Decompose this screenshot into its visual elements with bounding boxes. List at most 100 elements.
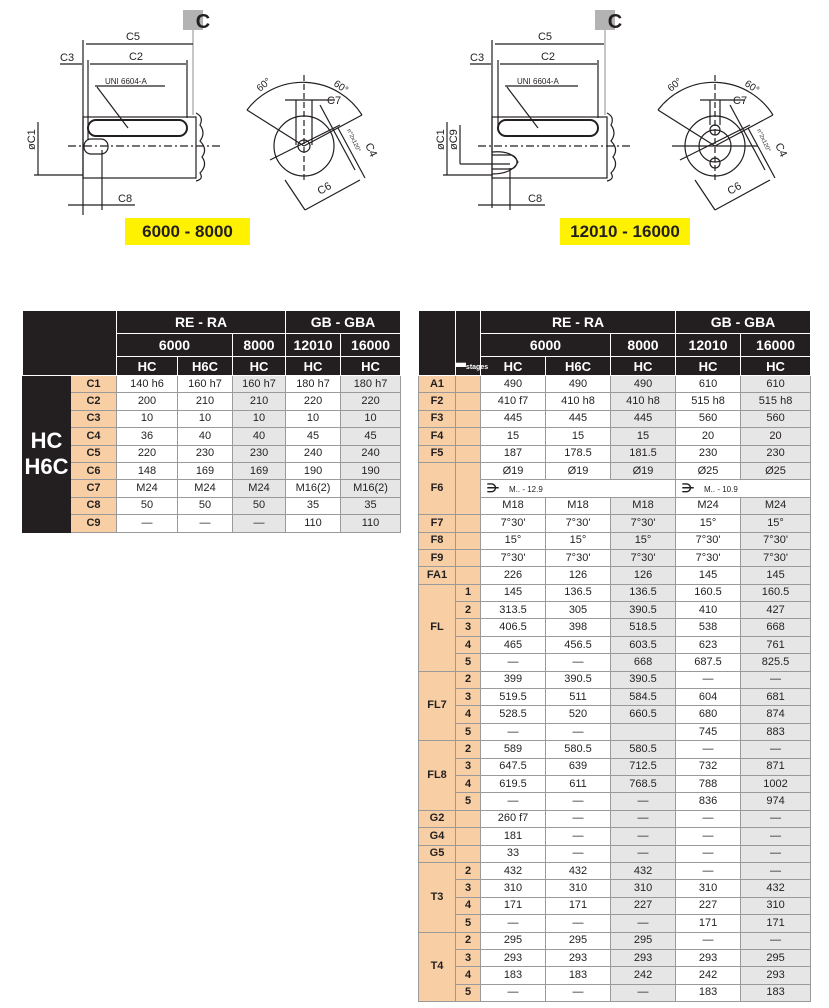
stage-cell [455,409,481,429]
value-cell: 295 [480,931,546,950]
stage-cell: 2 [455,601,481,620]
value-cell: 200 [116,392,178,411]
value-cell: 310 [740,896,812,916]
value-cell: — [740,827,812,846]
value-cell: 668 [740,618,812,637]
value-cell: 35 [340,496,402,516]
dimension-code: F8 [418,531,456,550]
value-cell: 50 [231,496,287,516]
shaft-drawing-12010-16000: C C5 C2 C3 UNI 6604-A øC1 øC9 C8 60° 60°… [435,10,789,211]
table-row: FL7 2 399 390.5 390.5— — [418,670,812,742]
value-cell: 712.5 [609,757,677,776]
value-cell: — [740,931,812,950]
table-row: A1 490 490 490 610 610 [418,374,812,394]
dimension-code: F6 [418,461,456,516]
value-cell: 7°30' [480,548,546,568]
value-cell: 190 [340,461,402,481]
key-spec: UNI 6604-A [105,77,147,86]
stage-cell: 2 [455,740,481,759]
stage-cell: 5 [455,792,481,811]
value-cell: 427 [740,601,812,620]
dim-c7: C7 [733,95,747,107]
value-cell: 227 [609,896,677,916]
table-row: C7 M24 M24 M24 M16(2) M16(2) [23,479,402,498]
value-cell: M24 [740,496,812,516]
value-cell: 293 [545,948,611,968]
value-cell: 515 h8 [675,392,742,411]
table-row: 4 183 183 242 242 293 [419,966,812,985]
value-cell: 560 [675,409,742,429]
value-cell: 825.5 [740,653,812,672]
table-row: HC H6C C1 140 h6 160 h7 160 h7 180 h7 180 h7 [22,374,402,533]
value-cell: 432 [740,879,812,898]
table-row: 3 293 293 293 293 295 [419,948,812,968]
value-cell: 310 [480,879,546,898]
value-cell: 406.5 [480,618,546,637]
size-header: 8000 [609,333,677,357]
value-cell: 305 [545,601,611,620]
value-cell: 171 [740,914,812,933]
value-cell: 178.5 [545,444,611,463]
value-cell: 240 [285,444,342,463]
value-cell: 15 [480,427,546,446]
family-header: GB - GBA [675,310,812,334]
value-cell: 160 h7 [231,374,287,394]
value-cell: 242 [675,966,742,985]
value-cell: — [116,514,178,533]
value-cell: — [480,653,546,672]
table-row: FL 1 145 136.5 136.5 160.5 160.5 [418,583,812,672]
value-cell: 10 [285,409,342,429]
value-cell: M16(2) [340,479,402,498]
angle-label: 60° [331,78,350,96]
value-cell: 490 [480,374,546,394]
table-row: F5 187 178.5 181.5 230 230 [418,444,812,463]
value-cell: — [675,827,742,846]
value-cell: — [675,861,742,881]
dimension-code: G2 [418,809,456,829]
table-row: 4 528.5 520 660.5 680 874 [419,705,812,724]
stage-cell: 3 [455,688,481,707]
value-cell: — [480,792,546,811]
stage-cell: 2 [455,861,481,881]
table-row: T4 2 295 295 295— — [418,931,812,1003]
value-cell: 187 [480,444,546,463]
value-cell: — [740,861,812,881]
table-row: 5— — —183 183 [419,983,812,1003]
dimension-code: C5 [70,444,117,463]
dimension-code: FL8 [418,740,456,811]
table-row: F8 15° 15° 15° 7°30' 7°30' [418,531,812,550]
stage-cell: 2 [455,670,481,690]
value-cell: M18 [609,496,677,516]
size-header: 6000 [480,333,611,357]
bolt-class-cell: ⋺ M.. - 10.9 [675,479,812,498]
dimension-code: C3 [70,409,117,429]
value-cell: 7°30' [609,514,677,533]
value-cell: 145 [480,583,546,603]
value-cell: — [675,740,742,759]
dimension-code: C9 [70,514,117,533]
table-row: 4 619.5 611 768.5 788 1002 [419,774,812,794]
variant-header: HC [675,356,742,376]
value-cell: — [740,740,812,759]
value-cell: 7°30' [740,548,812,568]
value-cell: 10 [116,409,178,429]
size-header: 8000 [231,333,287,357]
dimension-code: FA1 [418,566,456,585]
value-cell: Ø19 [480,461,546,481]
value-cell: 647.5 [480,757,546,776]
table-row: C5 220 230 230 240 240 [23,444,402,463]
value-cell: 604 [675,688,742,707]
dimension-code: C6 [70,461,117,481]
stages-header: ▀▀ stages [455,310,488,376]
group-label-line: H6C [24,453,69,479]
value-cell: 584.5 [609,688,677,707]
dim-c7: C7 [327,95,341,107]
value-cell: 45 [285,427,342,446]
value-cell: 490 [609,374,677,394]
value-cell: 836 [675,792,742,811]
dimension-code: F5 [418,444,456,463]
value-cell: 230 [675,444,742,463]
value-cell: 520 [545,705,611,724]
value-cell: 687.5 [675,653,742,672]
stage-cell [455,461,481,516]
